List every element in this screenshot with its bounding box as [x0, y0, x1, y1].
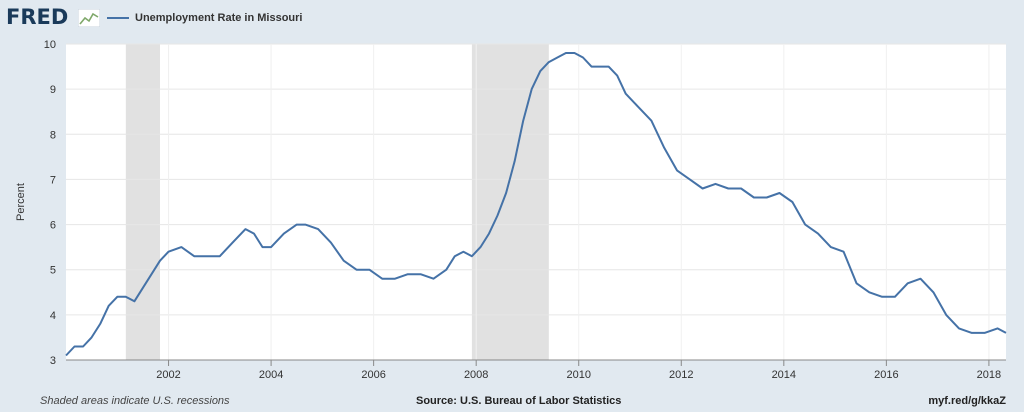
x-tick-label: 2016 — [874, 369, 898, 381]
recession-shading — [125, 44, 549, 360]
fred-logo[interactable]: FRED — [6, 5, 69, 29]
y-tick-label: 8 — [50, 129, 56, 141]
fred-logo-chart-icon — [78, 9, 100, 27]
y-tick-label: 5 — [50, 265, 56, 277]
chart-footer: Shaded areas indicate U.S. recessions So… — [0, 392, 1024, 412]
y-axis-title: Percent — [15, 183, 27, 221]
y-tick-label: 6 — [50, 220, 56, 232]
x-tick-label: 2012 — [669, 369, 693, 381]
y-axis: 3 4 5 6 7 8 9 10 — [44, 39, 56, 367]
y-tick-label: 3 — [50, 355, 56, 367]
x-tick-label: 2018 — [977, 369, 1001, 381]
series-line-1 — [65, 52, 1007, 357]
x-axis: 2002 2004 2006 2008 2010 2012 2014 2016 2018 — [66, 359, 1006, 381]
x-tick-label: 2008 — [464, 369, 488, 381]
legend: Unemployment Rate in Missouri — [107, 10, 302, 26]
y-tick-label: 4 — [50, 310, 56, 322]
y-tick-label: 7 — [50, 174, 56, 186]
series-layer — [65, 52, 1007, 357]
chart-header: FRED Unemployment Rate in Missouri — [0, 0, 1024, 34]
source-note: Source: U.S. Bureau of Labor Statistics — [416, 395, 622, 407]
x-tick-label: 2004 — [259, 369, 283, 381]
x-tick-label: 2002 — [156, 369, 180, 381]
recession-band-2 — [471, 44, 549, 360]
y-tick-label: 9 — [50, 84, 56, 96]
x-tick-label: 2006 — [361, 369, 385, 381]
recession-band-1 — [125, 44, 160, 360]
legend-swatch — [107, 17, 129, 19]
legend-label: Unemployment Rate in Missouri — [135, 12, 303, 24]
x-tick-label: 2010 — [566, 369, 590, 381]
y-tick-label: 10 — [44, 39, 56, 51]
short-link[interactable]: myf.red/g/kkaZ — [928, 395, 1006, 407]
x-tick-label: 2014 — [772, 369, 796, 381]
recession-note: Shaded areas indicate U.S. recessions — [40, 395, 230, 407]
